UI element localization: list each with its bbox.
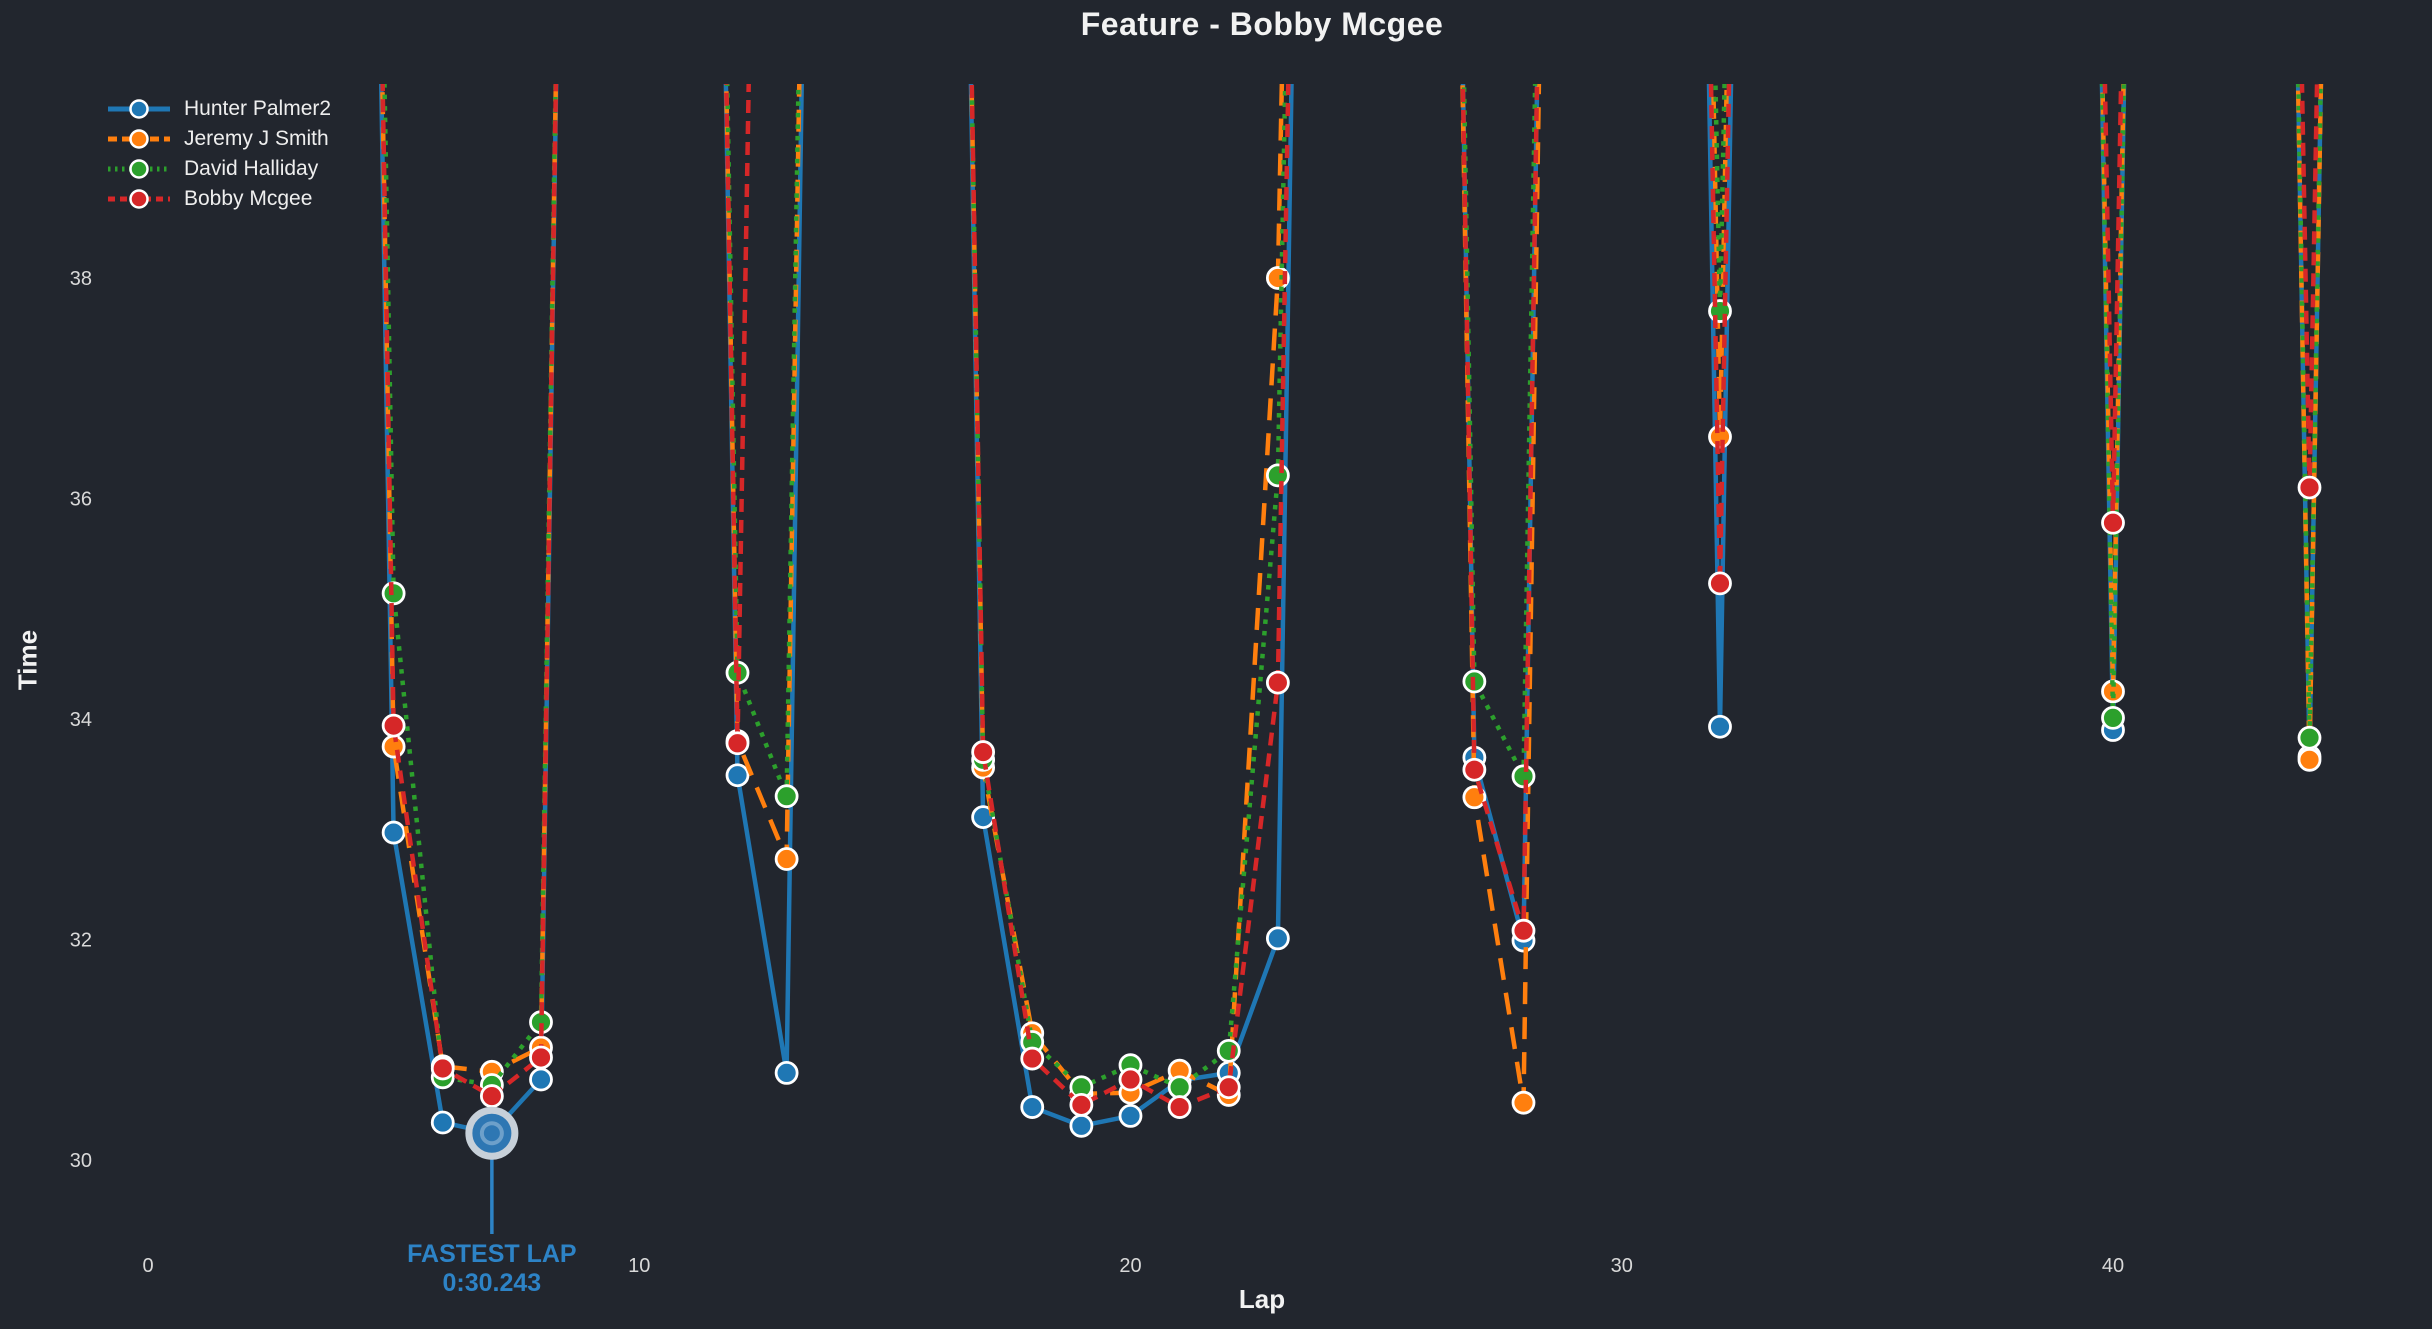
fastest-lap-marker[interactable] (465, 1106, 519, 1160)
x-tick-label: 10 (628, 1255, 650, 1277)
data-point-bobby-mcgee-lap-17[interactable] (971, 740, 996, 764)
data-point-bobby-mcgee-lap-18[interactable] (1020, 1046, 1045, 1071)
fastest-lap-annotation: FASTEST LAP 0:30.243 (322, 1240, 662, 1298)
x-tick-label: 30 (1611, 1255, 1633, 1277)
data-point-bobby-mcgee-lap-32[interactable] (1708, 571, 1732, 596)
x-tick-label: 20 (1119, 1255, 1141, 1277)
legend-sample-jeremy-j-smith (108, 129, 170, 149)
data-point-hunter-palmer2-lap-32[interactable] (1708, 714, 1732, 739)
data-point-david-halliday-lap-22[interactable] (1216, 1038, 1241, 1063)
legend-label: David Halliday (184, 157, 319, 180)
data-point-hunter-palmer2-lap-23[interactable] (1265, 926, 1290, 951)
data-point-bobby-mcgee-lap-22[interactable] (1216, 1075, 1241, 1100)
data-point-bobby-mcgee-lap-8[interactable] (529, 1045, 553, 1070)
data-point-david-halliday-lap-23[interactable] (1265, 463, 1290, 488)
y-tick-label: 30 (70, 1150, 92, 1172)
data-point-bobby-mcgee-lap-21[interactable] (1167, 1095, 1192, 1119)
chart-title: Feature - Bobby Mcgee (1080, 6, 1444, 42)
data-point-david-halliday-lap-40[interactable] (2101, 705, 2125, 730)
series-line-david-halliday (382, 84, 2323, 1090)
data-point-hunter-palmer2-lap-12[interactable] (725, 763, 750, 788)
y-tick-label: 36 (70, 489, 92, 511)
data-point-hunter-palmer2-lap-19[interactable] (1069, 1113, 1094, 1138)
legend-sample-david-halliday (108, 159, 170, 179)
x-tick-label: 0 (142, 1255, 153, 1277)
chart-legend: Hunter Palmer2 Jeremy J Smith David Hallid… (106, 94, 331, 214)
data-point-david-halliday-lap-28[interactable] (1511, 764, 1536, 789)
data-point-jeremy-j-smith-lap-28[interactable] (1511, 1090, 1536, 1115)
series-line-hunter-palmer2 (379, 84, 2324, 1136)
data-point-hunter-palmer2-lap-20[interactable] (1118, 1104, 1143, 1128)
data-point-bobby-mcgee-lap-27[interactable] (1462, 757, 1487, 782)
data-point-jeremy-j-smith-lap-44[interactable] (2297, 747, 2322, 772)
data-point-jeremy-j-smith-lap-32[interactable] (1708, 424, 1732, 449)
data-point-hunter-palmer2-lap-8[interactable] (529, 1067, 553, 1092)
legend-label: Hunter Palmer2 (184, 97, 332, 120)
y-tick-label: 34 (70, 709, 92, 731)
legend-item-david-halliday[interactable]: David Halliday (106, 154, 331, 184)
fastest-lap-marker-inner-ring (479, 1121, 504, 1146)
y-axis-label: Time (12, 629, 43, 691)
data-point-hunter-palmer2-lap-13[interactable] (774, 1061, 799, 1085)
data-point-bobby-mcgee-lap-6[interactable] (430, 1056, 455, 1081)
y-tick-label: 38 (70, 268, 92, 290)
legend-item-jeremy-j-smith[interactable]: Jeremy J Smith (106, 124, 331, 154)
data-point-bobby-mcgee-lap-28[interactable] (1511, 918, 1536, 943)
legend-label: Jeremy J Smith (184, 127, 329, 150)
data-point-bobby-mcgee-lap-5[interactable] (381, 713, 406, 738)
x-tick-label: 40 (2102, 1255, 2124, 1277)
data-point-bobby-mcgee-lap-40[interactable] (2101, 510, 2125, 535)
data-point-david-halliday-lap-32[interactable] (1708, 299, 1732, 323)
data-point-hunter-palmer2-lap-17[interactable] (971, 805, 996, 830)
data-point-david-halliday-lap-21[interactable] (1167, 1075, 1192, 1100)
x-axis-label: Lap (1238, 1284, 1286, 1314)
data-point-david-halliday-lap-44[interactable] (2297, 725, 2322, 750)
data-point-bobby-mcgee-lap-19[interactable] (1069, 1092, 1094, 1117)
data-point-david-halliday-lap-13[interactable] (774, 784, 799, 809)
legend-label: Bobby Mcgee (184, 187, 313, 210)
fastest-lap-time: 0:30.243 (442, 1269, 542, 1297)
data-point-jeremy-j-smith-lap-13[interactable] (774, 847, 799, 871)
data-point-bobby-mcgee-lap-7[interactable] (479, 1084, 504, 1108)
data-point-david-halliday-lap-5[interactable] (381, 581, 406, 606)
legend-sample-hunter-palmer2 (108, 99, 170, 119)
data-point-bobby-mcgee-lap-44[interactable] (2297, 475, 2322, 500)
legend-item-hunter-palmer2[interactable]: Hunter Palmer2 (106, 94, 331, 124)
legend-sample-bobby-mcgee (108, 189, 170, 209)
data-point-bobby-mcgee-lap-12[interactable] (725, 731, 750, 756)
legend-item-bobby-mcgee[interactable]: Bobby Mcgee (106, 184, 331, 214)
fastest-lap-label: FASTEST LAP (407, 1240, 577, 1268)
y-tick-label: 32 (70, 930, 92, 952)
data-point-hunter-palmer2-lap-18[interactable] (1020, 1095, 1045, 1119)
series-line-bobby-mcgee (380, 84, 2320, 1110)
series-line-jeremy-j-smith (380, 84, 2324, 1104)
data-point-hunter-palmer2-lap-5[interactable] (381, 820, 406, 845)
data-point-bobby-mcgee-lap-20[interactable] (1118, 1067, 1143, 1092)
data-point-hunter-palmer2-lap-6[interactable] (430, 1110, 455, 1135)
data-point-bobby-mcgee-lap-23[interactable] (1265, 670, 1290, 695)
